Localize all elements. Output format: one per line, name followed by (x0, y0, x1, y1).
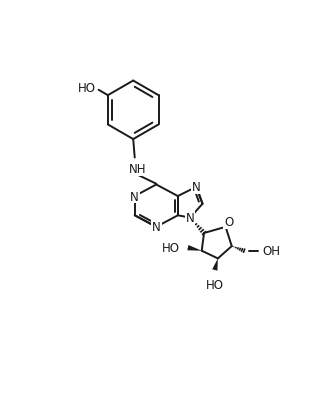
Text: HO: HO (206, 278, 224, 291)
Text: HO: HO (78, 82, 96, 95)
Text: HO: HO (162, 242, 180, 254)
Polygon shape (212, 259, 218, 271)
Polygon shape (187, 245, 202, 251)
Text: OH: OH (263, 245, 281, 258)
Text: N: N (130, 190, 139, 203)
Text: N: N (192, 181, 201, 194)
Text: NH: NH (129, 162, 146, 175)
Text: O: O (224, 216, 233, 228)
Text: N: N (152, 221, 161, 234)
Text: N: N (186, 211, 195, 225)
